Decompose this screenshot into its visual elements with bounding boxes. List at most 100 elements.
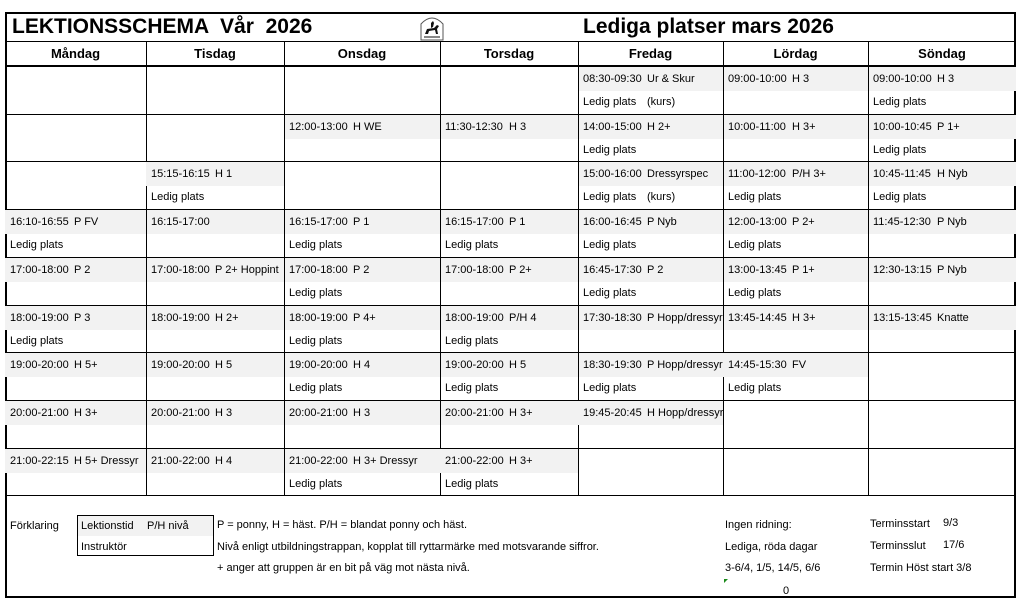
lesson-time-row: 20:00-21:00 H 3 bbox=[146, 400, 284, 425]
lesson-cell[interactable]: 13:45-14:45 H 3+ bbox=[723, 305, 868, 353]
lesson-note-row bbox=[284, 138, 440, 162]
lesson-time: 18:00-19:00 bbox=[151, 311, 210, 324]
grid-bottom bbox=[5, 495, 1016, 496]
free-spot-note: Ledig plats bbox=[583, 96, 637, 108]
lesson-time-row: 13:15-13:45 Knatte bbox=[868, 305, 1016, 330]
lesson-cell[interactable] bbox=[5, 161, 146, 209]
lesson-cell[interactable] bbox=[868, 448, 1016, 496]
lesson-time: 16:15-17:00 bbox=[289, 216, 348, 229]
lesson-time-row: 21:00-22:15 H 5+ Dressyr bbox=[5, 448, 146, 473]
lesson-cell[interactable] bbox=[868, 400, 1016, 448]
lesson-cell[interactable]: 16:00-16:45 P Nyb Ledig plats bbox=[578, 209, 723, 257]
lesson-cell[interactable] bbox=[146, 114, 284, 162]
lesson-cell[interactable] bbox=[868, 352, 1016, 400]
lesson-cell[interactable]: 10:45-11:45 H Nyb Ledig plats bbox=[868, 161, 1016, 209]
lesson-cell[interactable]: 18:00-19:00 P 4+ Ledig plats bbox=[284, 305, 440, 353]
lesson-cell[interactable]: 15:15-16:15 H 1 Ledig plats bbox=[146, 161, 284, 209]
lesson-note-row bbox=[868, 472, 1016, 496]
free-spot-note: Ledig plats bbox=[10, 334, 64, 347]
lesson-cell[interactable]: 16:15-17:00 bbox=[146, 209, 284, 257]
lesson-note-row bbox=[5, 138, 146, 162]
lesson-cell[interactable]: 17:00-18:00 P 2 bbox=[5, 257, 146, 305]
lesson-time-row: 18:00-19:00 P 3 bbox=[5, 305, 146, 330]
lesson-note-row: Ledig plats bbox=[284, 472, 440, 496]
lesson-cell[interactable]: 18:30-19:30 P Hopp/dressyr Ledig plats bbox=[578, 352, 723, 400]
lesson-time: 21:00-22:00 bbox=[445, 454, 504, 467]
lesson-note-row bbox=[5, 424, 146, 448]
lesson-cell[interactable] bbox=[146, 66, 284, 114]
lesson-time-row: 21:00-22:00 H 3+ Dressyr bbox=[284, 448, 440, 473]
lesson-cell[interactable]: 12:00-13:00 P 2+ Ledig plats bbox=[723, 209, 868, 257]
day-header-4: Fredag bbox=[628, 46, 673, 61]
lesson-cell[interactable]: 18:00-19:00 P/H 4 Ledig plats bbox=[440, 305, 578, 353]
lesson-time: 14:00-15:00 bbox=[583, 120, 642, 133]
lesson-cell[interactable]: 16:45-17:30 P 2 Ledig plats bbox=[578, 257, 723, 305]
lesson-cell[interactable]: 08:30-09:30 Ur & Skur Ledig plats (kurs) bbox=[578, 66, 723, 114]
lesson-time: 21:00-22:00 bbox=[289, 454, 348, 467]
lesson-note-row: Ledig plats bbox=[868, 185, 1016, 209]
lesson-cell[interactable] bbox=[440, 161, 578, 209]
lesson-cell[interactable]: 20:00-21:00 H 3+ bbox=[5, 400, 146, 448]
lesson-cell[interactable]: 11:30-12:30 H 3 bbox=[440, 114, 578, 162]
lesson-time-row bbox=[146, 67, 284, 91]
lesson-cell[interactable] bbox=[723, 448, 868, 496]
lesson-cell[interactable]: 17:00-18:00 P 2+ Hoppint bbox=[146, 257, 284, 305]
lesson-cell[interactable]: 18:00-19:00 H 2+ bbox=[146, 305, 284, 353]
lesson-cell[interactable]: 16:10-16:55 P FV Ledig plats bbox=[5, 209, 146, 257]
term-start-value: 9/3 bbox=[943, 517, 959, 529]
lesson-cell[interactable]: 15:00-16:00 Dressyrspec Ledig plats (kurs) bbox=[578, 161, 723, 209]
lesson-time: 21:00-22:00 bbox=[151, 454, 210, 467]
lesson-cell[interactable]: 14:00-15:00 H 2+ Ledig plats bbox=[578, 114, 723, 162]
lesson-time-row bbox=[284, 67, 440, 91]
lesson-cell[interactable]: 19:45-20:45 H Hopp/dressyr bbox=[578, 400, 723, 448]
lesson-cell[interactable]: 13:15-13:45 Knatte bbox=[868, 305, 1016, 353]
lesson-time: 10:00-10:45 bbox=[873, 120, 932, 133]
lesson-cell[interactable] bbox=[440, 66, 578, 114]
lesson-cell[interactable]: 17:00-18:00 P 2 Ledig plats bbox=[284, 257, 440, 305]
comment-marker-icon[interactable] bbox=[724, 579, 728, 583]
lesson-cell[interactable]: 16:15-17:00 P 1 Ledig plats bbox=[284, 209, 440, 257]
lesson-cell[interactable]: 19:00-20:00 H 4 Ledig plats bbox=[284, 352, 440, 400]
lesson-cell[interactable]: 13:00-13:45 P 1+ Ledig plats bbox=[723, 257, 868, 305]
lesson-note-row bbox=[146, 472, 284, 496]
lesson-note-row: Ledig plats bbox=[284, 281, 440, 305]
lesson-cell[interactable]: 17:00-18:00 P 2+ bbox=[440, 257, 578, 305]
lesson-cell[interactable]: 21:00-22:00 H 3+ Dressyr Ledig plats bbox=[284, 448, 440, 496]
lesson-cell[interactable]: 17:30-18:30 P Hopp/dressyr bbox=[578, 305, 723, 353]
lesson-cell[interactable]: 21:00-22:15 H 5+ Dressyr bbox=[5, 448, 146, 496]
lesson-cell[interactable]: 16:15-17:00 P 1 Ledig plats bbox=[440, 209, 578, 257]
row-divider bbox=[5, 209, 1016, 210]
lesson-cell[interactable]: 11:45-12:30 P Nyb bbox=[868, 209, 1016, 257]
lesson-cell[interactable]: 19:00-20:00 H 5 Ledig plats bbox=[440, 352, 578, 400]
lesson-note-row bbox=[723, 472, 868, 496]
lesson-cell[interactable]: 14:45-15:30 FV Ledig plats bbox=[723, 352, 868, 400]
lesson-cell[interactable]: 12:00-13:00 H WE bbox=[284, 114, 440, 162]
lesson-cell[interactable] bbox=[578, 448, 723, 496]
lesson-group: H WE bbox=[353, 120, 382, 133]
lesson-cell[interactable]: 20:00-21:00 H 3 bbox=[146, 400, 284, 448]
lesson-cell[interactable]: 20:00-21:00 H 3 bbox=[284, 400, 440, 448]
lesson-cell[interactable]: 20:00-21:00 H 3+ bbox=[440, 400, 578, 448]
lesson-note-row bbox=[723, 424, 868, 448]
lesson-cell[interactable]: 09:00-10:00 H 3 Ledig plats bbox=[868, 66, 1016, 114]
day-header-1: Tisdag bbox=[194, 46, 236, 61]
lesson-cell[interactable] bbox=[723, 400, 868, 448]
lesson-time-row: 19:00-20:00 H 5+ bbox=[5, 353, 146, 378]
lesson-cell[interactable]: 21:00-22:00 H 4 bbox=[146, 448, 284, 496]
lesson-cell[interactable]: 11:00-12:00 P/H 3+ Ledig plats bbox=[723, 161, 868, 209]
lesson-cell[interactable]: 10:00-11:00 H 3+ bbox=[723, 114, 868, 162]
lesson-cell[interactable]: 12:30-13:15 P Nyb bbox=[868, 257, 1016, 305]
lesson-cell[interactable] bbox=[5, 114, 146, 162]
lesson-cell[interactable] bbox=[284, 66, 440, 114]
lesson-cell[interactable] bbox=[284, 161, 440, 209]
lesson-cell[interactable]: 10:00-10:45 P 1+ Ledig plats bbox=[868, 114, 1016, 162]
lesson-cell[interactable]: 19:00-20:00 H 5+ bbox=[5, 352, 146, 400]
lesson-cell[interactable]: 18:00-19:00 P 3 Ledig plats bbox=[5, 305, 146, 353]
page-title: LEKTIONSSCHEMA Vår 2026 bbox=[12, 15, 313, 38]
lesson-cell[interactable]: 09:00-10:00 H 3 bbox=[723, 66, 868, 114]
lesson-note-row bbox=[868, 424, 1016, 448]
lesson-group: P/H 3+ bbox=[792, 168, 826, 181]
lesson-cell[interactable]: 19:00-20:00 H 5 bbox=[146, 352, 284, 400]
lesson-cell[interactable] bbox=[5, 66, 146, 114]
lesson-cell[interactable]: 21:00-22:00 H 3+ Ledig plats bbox=[440, 448, 578, 496]
